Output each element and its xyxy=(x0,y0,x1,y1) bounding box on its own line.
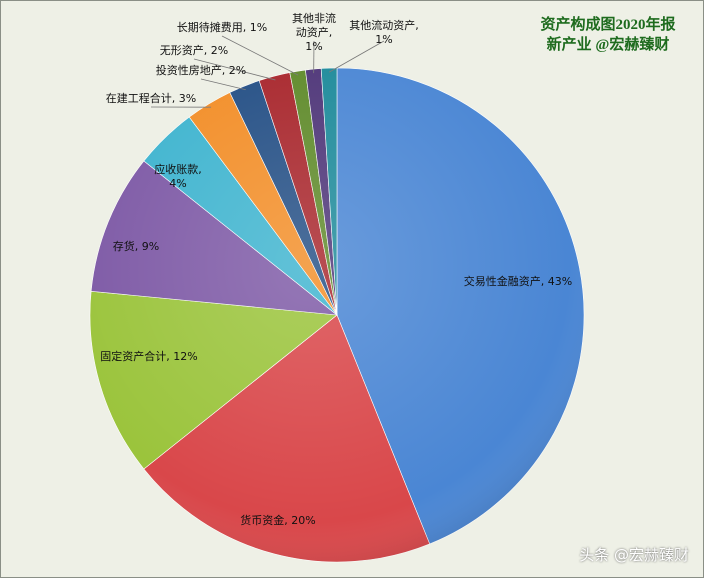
data-label: 在建工程合计, 3% xyxy=(105,92,197,105)
data-label: 货币资金, 20% xyxy=(240,514,316,527)
data-label: 交易性金融资产, 43% xyxy=(463,275,573,288)
data-label: 无形资产, 2% xyxy=(159,44,229,57)
data-label: 其他流动资产, 1% xyxy=(349,19,419,46)
leader-line xyxy=(200,78,246,91)
chart-title: 资产构成图2020年报 新产业 @宏赫臻财 xyxy=(540,17,676,53)
leader-line xyxy=(329,40,385,73)
data-label: 长期待摊费用, 1% xyxy=(176,21,268,34)
watermark: 头条 @宏赫臻财 xyxy=(579,546,689,564)
data-label: 投资性房地产, 2% xyxy=(155,64,247,77)
data-label: 固定资产合计, 12% xyxy=(100,350,198,363)
data-label: 存货, 9% xyxy=(112,240,160,253)
data-label: 应收账款, 4% xyxy=(154,163,202,190)
data-label: 其他非流动资产, 1% xyxy=(292,12,336,53)
